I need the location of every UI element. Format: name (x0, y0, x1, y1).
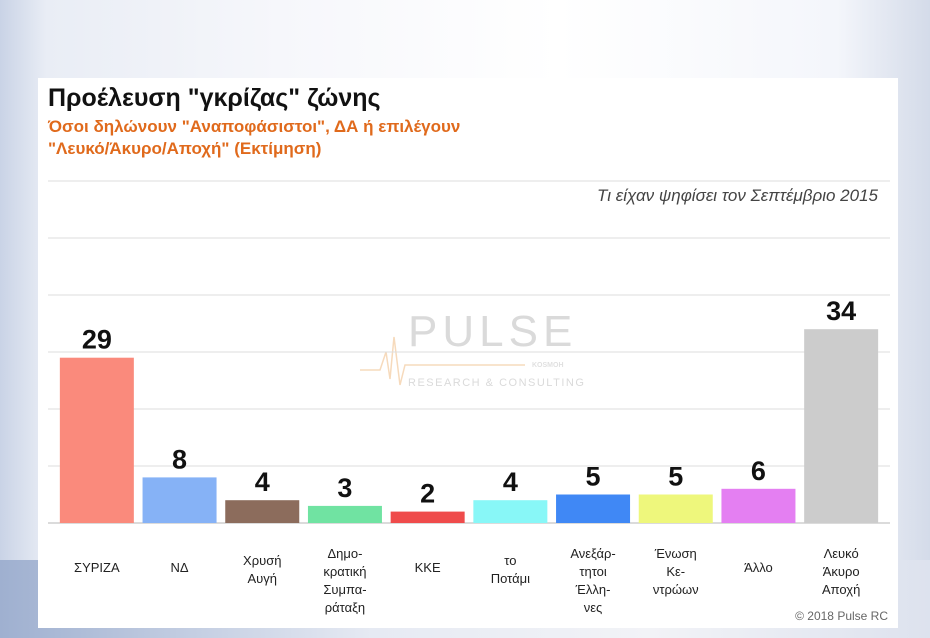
chart-subtitle: Όσοι δηλώνουν "Αναποφάσιστοι", ΔΑ ή επιλ… (48, 117, 461, 158)
data-label: 4 (255, 467, 270, 497)
bar (142, 477, 217, 523)
data-label: 5 (668, 462, 683, 492)
data-label: 4 (503, 467, 518, 497)
chart-annotation: Τι είχαν ψηφίσει τον Σεπτέμβριο 2015 (596, 186, 878, 205)
bar (473, 500, 548, 523)
watermark-tagline: RESEARCH & CONSULTING (408, 377, 585, 389)
bar (721, 488, 796, 523)
data-label: 34 (826, 296, 856, 326)
chart-title: Προέλευση "γκρίζας" ζώνης (48, 84, 381, 112)
x-tick-label: Ανεξάρ-τητοι Έλλη-νες (570, 546, 615, 615)
data-label: 8 (172, 444, 187, 474)
data-label: 29 (82, 325, 112, 355)
chart-card: Προέλευση "γκρίζας" ζώνης Όσοι δηλώνουν … (38, 78, 898, 628)
x-tick-label: το Ποτάμι (491, 553, 530, 586)
x-tick-label: Χρυσή Αυγή (243, 553, 281, 586)
bar (638, 494, 713, 523)
copyright: © 2018 Pulse RC (795, 609, 888, 623)
x-tick-label: ΣΥΡΙΖΑ (74, 560, 120, 575)
bar (225, 500, 300, 523)
watermark-sub: KOSMOH (532, 362, 564, 369)
data-label: 3 (337, 473, 352, 503)
x-tick-label: ΚΚΕ (415, 560, 441, 575)
x-tick-label: ΝΔ (171, 560, 189, 575)
data-label: 2 (420, 479, 435, 509)
x-tick-label: Ένωση Κε-ντρώων (653, 546, 699, 597)
data-label: 6 (751, 456, 766, 486)
bar (390, 511, 465, 523)
bar (804, 329, 879, 523)
data-label: 5 (586, 462, 601, 492)
x-tick-label: Δημο-κρατική Συμπα-ράταξη (323, 546, 366, 615)
bar (307, 505, 382, 523)
x-tick-label: Λευκό Άκυρο Αποχή (822, 546, 860, 597)
watermark-brand: PULSE (408, 307, 577, 356)
bar (556, 494, 631, 523)
bar (59, 357, 134, 523)
pulse-watermark-logo: PULSE KOSMOH RESEARCH & CONSULTING (360, 302, 590, 397)
x-tick-label: Άλλο (744, 560, 773, 575)
